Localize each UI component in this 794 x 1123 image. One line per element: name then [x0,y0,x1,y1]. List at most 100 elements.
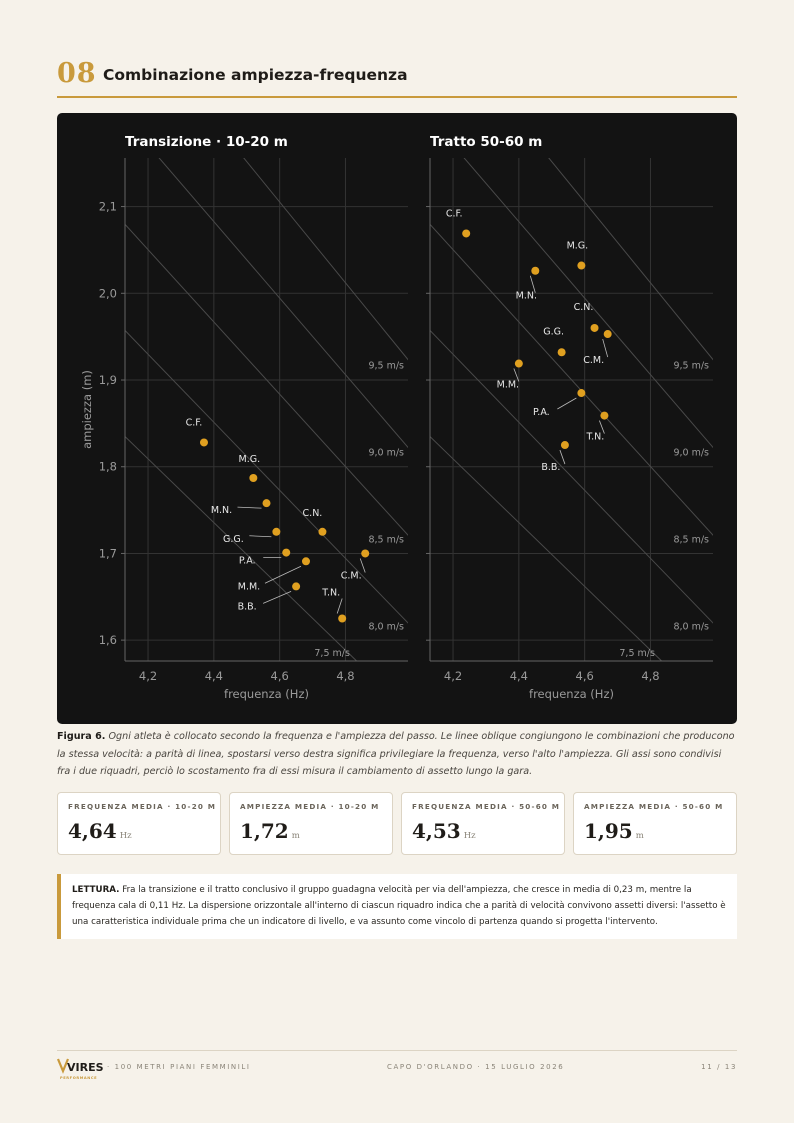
x-tick-label: 4,4 [510,669,528,683]
vires-logo: VIRES PERFORMANCE [57,1058,104,1080]
point-label: M.G. [567,241,589,252]
data-point-bb [560,441,569,450]
kpi-label: AMPIEZZA MEDIA · 10-20 M [240,802,380,811]
data-point-mg [577,261,586,270]
data-point-gg [272,527,281,536]
section-number: 08 [57,58,97,89]
kpi-value: 1,72 [240,819,289,843]
y-tick-label: 2,0 [99,286,117,300]
iso-speed-line [125,435,358,661]
point-label: M.G. [239,454,261,465]
speed-lines [125,158,408,661]
reading-lead: LETTURA. [72,885,120,895]
kpi-label: FREQUENZA MEDIA · 50-60 M [412,802,561,811]
iso-speed-line [125,329,408,624]
speed-label: 8,0 m/s [368,621,404,632]
x-tick-label: 4,6 [576,669,594,683]
x-tick-label: 4,8 [641,669,659,683]
page-footer: VIRES PERFORMANCE · 100 METRI PIANI FEMM… [57,1050,737,1081]
leader-line [559,449,566,465]
y-tick-label: 2,1 [99,200,117,214]
kpi-card-amp-50-60: AMPIEZZA MEDIA · 50-60 M 1,95 m [573,792,737,855]
leader-line [602,338,609,358]
speed-label: 8,5 m/s [673,535,709,546]
point-label: T.N. [585,432,604,443]
kpi-label: AMPIEZZA MEDIA · 50-60 M [584,802,724,811]
panel-title: Transizione · 10-20 m [125,134,288,150]
iso-speed-line [548,158,713,361]
data-point-cm [603,330,612,339]
speed-label: 7,5 m/s [314,648,350,659]
iso-speed-line [430,329,713,624]
data-point-pa [282,548,291,557]
speed-lines [430,158,713,661]
leader-line [529,275,536,293]
x-tick-label: 4,2 [139,669,157,683]
leader-line [359,558,366,573]
kpi-unit: m [635,831,644,841]
kpi-card-freq-50-60: FREQUENZA MEDIA · 50-60 M 4,53 Hz [401,792,565,855]
iso-speed-line [463,158,713,449]
footer-event: · 100 METRI PIANI FEMMINILI [107,1063,251,1071]
speed-label: 9,0 m/s [368,448,404,459]
x-tick-label: 4,8 [336,669,354,683]
reading-note: LETTURA. Fra la transizione e il tratto … [57,874,737,939]
section-title: Combinazione ampiezza-frequenza [103,66,408,84]
speed-label: 7,5 m/s [619,648,655,659]
iso-speed-line [430,223,713,536]
kpi-value: 4,64 [68,819,117,843]
y-axis-label: ampiezza (m) [80,370,94,449]
kpi-value: 1,95 [584,819,633,843]
data-point-cf [199,438,208,447]
kpi-label: FREQUENZA MEDIA · 10-20 M [68,802,217,811]
iso-speed-line [243,158,408,361]
x-axis-label: frequenza (Hz) [224,687,309,701]
leader-line [557,397,577,410]
leader-line [599,420,605,434]
data-point-tn [600,411,609,420]
data-point-tn [338,614,347,623]
point-label: G.G. [223,534,244,545]
point-label: C.M. [583,355,604,366]
leader-line [336,598,343,614]
speed-label: 9,5 m/s [368,361,404,372]
x-tick-label: 4,6 [271,669,289,683]
point-label: C.F. [446,208,463,219]
leader-line [237,506,262,509]
section-header: 08 Combinazione ampiezza-frequenza [57,58,737,98]
iso-speed-line [158,158,408,449]
point-label: M.M. [497,380,519,391]
speed-label: 8,5 m/s [368,535,404,546]
data-point-mn [262,499,271,508]
point-label: B.B. [541,462,560,473]
kpi-card-freq-10-20: FREQUENZA MEDIA · 10-20 M 4,64 Hz [57,792,221,855]
x-tick-label: 4,4 [205,669,223,683]
iso-speed-line [430,435,663,661]
data-point-bb [292,582,301,591]
y-tick-label: 1,9 [99,373,117,387]
speed-label: 9,5 m/s [673,361,709,372]
panel-2: 4,2 4,4 4,6 4,8 7,5 m/s 8,0 m/s 8,5 m/s 9,0 m/s… [426,134,713,701]
point-label: M.N. [516,291,537,302]
leader-line [264,565,302,584]
reading-text: Fra la transizione e il tratto conclusiv… [72,885,726,927]
kpi-row: FREQUENZA MEDIA · 10-20 M 4,64 Hz AMPIEZZ… [57,792,737,855]
caption-lead: Figura 6. [57,731,106,742]
figure-caption: Figura 6. Ogni atleta è collocato second… [57,728,737,781]
point-label: P.A. [239,556,256,567]
panel-1: 1,6 1,7 1,8 1,9 2,0 2,1 4,2 4,4 4,6 4,8 7,5 m/s 8,0… [80,134,408,701]
leader-line [249,535,272,538]
point-label: C.N. [574,302,594,313]
data-point-mm [301,557,310,566]
data-point-gg [557,348,566,357]
svg-text:VIRES: VIRES [67,1061,104,1074]
point-label: M.M. [238,581,260,592]
footer-place-date: CAPO D'ORLANDO · 15 LUGLIO 2026 [387,1063,565,1071]
scatter-chart: 1,6 1,7 1,8 1,9 2,0 2,1 4,2 4,4 4,6 4,8 7,5 m/s 8,0… [80,134,713,701]
kpi-unit: Hz [119,831,132,841]
data-point-mg [249,474,258,483]
x-axis-label: frequenza (Hz) [529,687,614,701]
point-label: M.N. [211,505,232,516]
leader-line [262,591,292,604]
x-tick-label: 4,2 [444,669,462,683]
